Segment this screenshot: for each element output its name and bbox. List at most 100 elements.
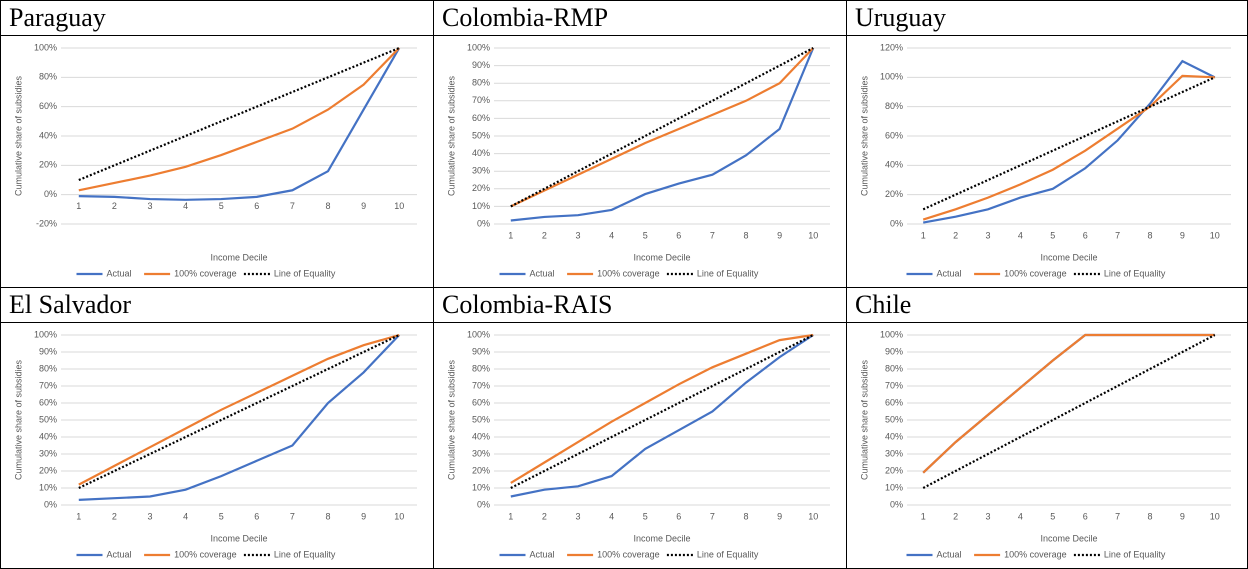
cell-divider [1,322,433,323]
series-line [922,333,1215,474]
x-tick-label: 6 [1083,511,1088,521]
series-line [78,46,400,182]
y-tick-label: 30% [885,448,903,458]
series-line [510,47,814,208]
y-tick-label: 100% [34,329,57,339]
x-tick-label: 2 [953,230,958,240]
x-tick-label: 1 [921,511,926,521]
chart-cell: Colombia-RMP 0% 10% 20% 30% 40% 50% 60% 70% 80% 90… [433,0,847,288]
series-line [923,59,1216,224]
x-tick-label: 4 [1018,230,1023,240]
y-tick-label: 40% [885,431,903,441]
series-line [922,76,1216,211]
x-tick-label: 2 [542,230,547,240]
y-tick-label: 80% [39,72,57,82]
series-line [922,333,1215,474]
y-tick-label: 80% [472,363,490,373]
x-tick-label: 2 [112,201,117,211]
x-tick-label: 10 [808,511,818,521]
y-tick-label: 120% [880,42,903,52]
y-tick-label: 60% [472,397,490,407]
x-tick-label: 8 [325,511,330,521]
series-line [510,333,814,484]
x-axis-label: Income Decile [1040,252,1097,262]
y-tick-label: 0% [890,499,903,509]
x-tick-label: 7 [1115,230,1120,240]
series-line [78,47,400,192]
x-tick-label: 4 [609,230,614,240]
y-tick-label: 90% [472,346,490,356]
cell-divider [1,35,433,36]
y-tick-label: 90% [885,346,903,356]
x-tick-label: 7 [290,511,295,521]
chart-title: Colombia-RAIS [442,290,613,319]
cell-divider [434,322,846,323]
y-tick-label: 40% [885,160,903,170]
x-tick-label: 9 [777,230,782,240]
chart-title: Paraguay [9,3,106,32]
chart-title: Colombia-RMP [442,3,609,32]
y-tick-label: 80% [885,363,903,373]
y-tick-label: 0% [890,218,903,228]
x-tick-label: 1 [76,201,81,211]
x-tick-label: 3 [985,511,990,521]
y-axis-label: Cumulative share of subsidies [859,75,869,196]
x-tick-label: 7 [710,230,715,240]
y-tick-label: 90% [472,60,490,70]
y-tick-label: 0% [477,218,490,228]
x-tick-label: 2 [953,511,958,521]
series-line [510,47,814,208]
y-tick-label: 20% [472,465,490,475]
x-tick-label: 6 [676,511,681,521]
y-axis-label: Cumulative share of subsidies [446,359,456,480]
y-tick-label: 0% [477,499,490,509]
x-tick-label: 7 [1115,511,1120,521]
y-axis-label: Cumulative share of subsidies [13,75,23,196]
chart-title: Chile [855,290,912,319]
series-line [922,74,1215,221]
y-tick-label: 20% [885,189,903,199]
x-axis-label: Income Decile [633,533,690,543]
x-tick-label: 6 [1083,230,1088,240]
x-axis-label: Income Decile [210,252,267,262]
x-tick-label: 6 [676,230,681,240]
y-tick-label: -20% [36,218,57,228]
series-line [510,47,815,222]
cell-divider [434,35,846,36]
chart-title: Uruguay [855,3,946,32]
x-tick-label: 1 [921,230,926,240]
x-tick-label: 5 [219,201,224,211]
y-tick-label: 60% [472,113,490,123]
y-tick-label: 60% [39,397,57,407]
x-tick-label: 5 [643,230,648,240]
x-tick-label: 5 [1050,511,1055,521]
y-tick-label: 100% [467,329,490,339]
x-tick-label: 3 [575,511,580,521]
y-tick-label: 70% [39,380,57,390]
y-tick-label: 40% [39,130,57,140]
y-tick-label: 20% [39,465,57,475]
x-tick-label: 8 [1147,230,1152,240]
x-tick-label: 10 [394,201,404,211]
x-tick-label: 9 [1180,230,1185,240]
chart: 0% 10% 20% 30% 40% 50% 60% 70% 80% 90% 100% 1 2 3 4 5 6 7… [13,329,417,559]
legend-label: Actual [107,268,132,278]
x-tick-label: 6 [254,511,259,521]
x-tick-label: 3 [147,511,152,521]
x-tick-label: 5 [643,511,648,521]
y-tick-label: 70% [472,380,490,390]
y-tick-label: 60% [885,397,903,407]
legend-label: Actual [530,549,555,559]
x-tick-label: 3 [575,230,580,240]
legend-label: 100% coverage [174,549,237,559]
y-tick-label: 10% [472,482,490,492]
series-line [922,334,1216,489]
legend-label: Line of Equality [697,268,759,278]
legend-label: Line of Equality [274,268,336,278]
y-axis-label: Cumulative share of subsidies [859,359,869,480]
x-tick-label: 5 [1050,230,1055,240]
cell-divider [847,35,1247,36]
x-tick-label: 5 [219,511,224,521]
x-axis-label: Income Decile [210,533,267,543]
y-tick-label: 70% [885,380,903,390]
